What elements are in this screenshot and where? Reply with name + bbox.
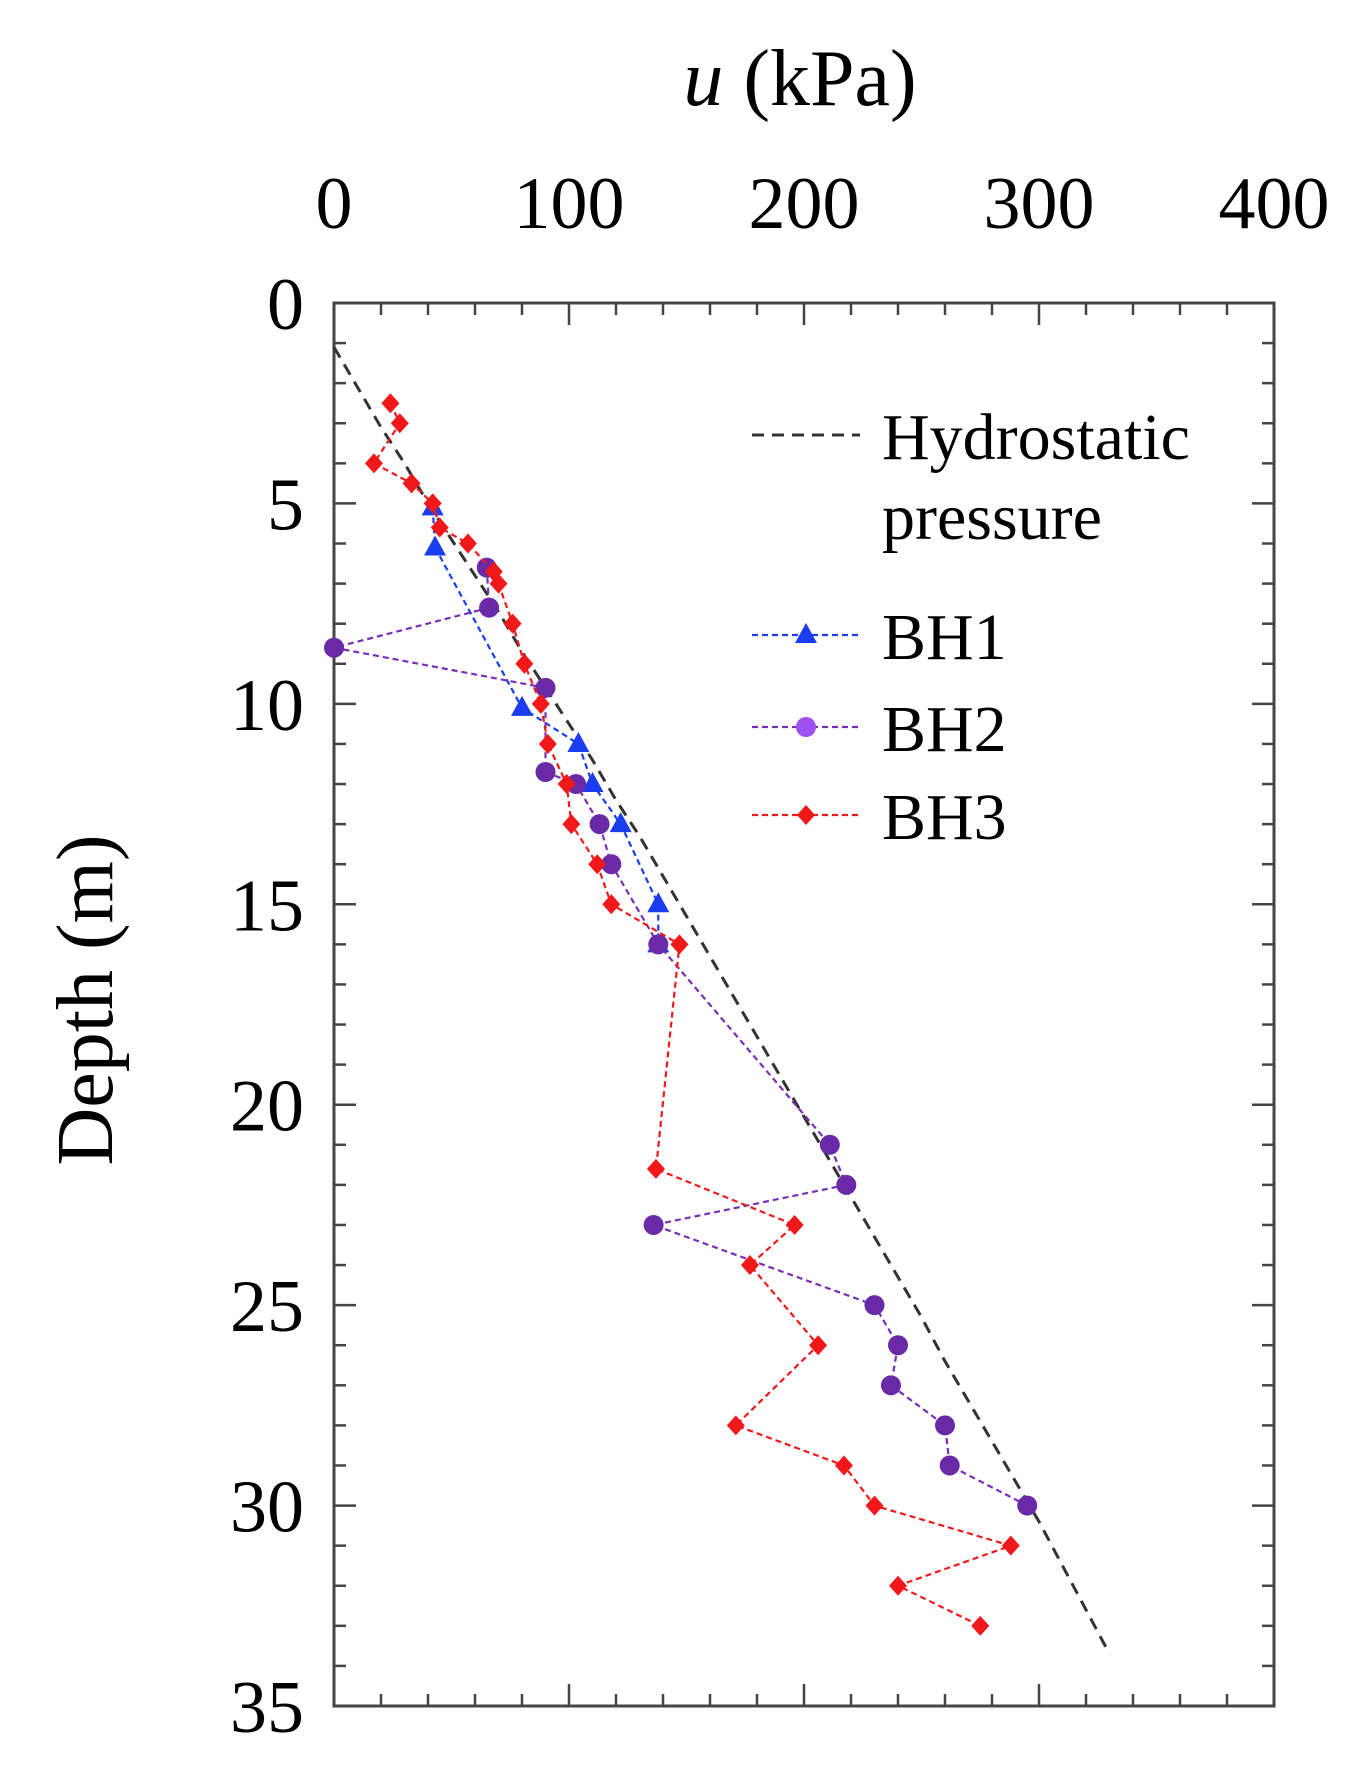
x-tick-label: 0 bbox=[316, 163, 353, 245]
data-point-bh2 bbox=[479, 597, 500, 618]
data-point-bh2 bbox=[1017, 1495, 1038, 1516]
data-point-bh2 bbox=[535, 762, 556, 783]
data-point-bh3 bbox=[423, 493, 442, 514]
data-point-bh3 bbox=[646, 1158, 665, 1179]
data-point-bh1 bbox=[609, 812, 632, 833]
y-tick-label: 25 bbox=[230, 1266, 304, 1348]
series-bh2 bbox=[324, 557, 1038, 1516]
data-point-bh2 bbox=[880, 1375, 901, 1396]
y-tick-label: 35 bbox=[230, 1667, 304, 1749]
data-point-bh3 bbox=[865, 1495, 884, 1516]
data-point-bh3 bbox=[531, 693, 550, 714]
data-point-bh1 bbox=[647, 892, 670, 913]
y-tick-label: 0 bbox=[267, 264, 304, 346]
data-point-bh2 bbox=[836, 1174, 857, 1195]
y-tick-label: 30 bbox=[230, 1467, 304, 1549]
legend-marker-bh2 bbox=[796, 717, 816, 737]
x-tick-label: 400 bbox=[1219, 163, 1330, 245]
data-point-bh3 bbox=[381, 393, 400, 414]
data-point-bh1 bbox=[567, 731, 590, 752]
x-axis-unit: (kPa) bbox=[723, 35, 916, 123]
data-point-bh3 bbox=[971, 1615, 990, 1636]
legend-item-bh3: BH3 bbox=[752, 781, 1007, 854]
series-line-bh1 bbox=[431, 507, 660, 945]
data-point-bh3 bbox=[740, 1255, 759, 1276]
data-point-bh1 bbox=[581, 772, 604, 793]
series-line-bh3 bbox=[372, 402, 1015, 1627]
x-tick-label: 200 bbox=[749, 163, 860, 245]
data-point-bh2 bbox=[888, 1335, 908, 1356]
data-point-bh3 bbox=[809, 1335, 828, 1356]
data-point-bh1 bbox=[511, 695, 533, 716]
data-point-bh3 bbox=[602, 894, 621, 915]
data-point-bh3 bbox=[515, 653, 534, 674]
series-line-hydrostatic bbox=[332, 346, 1111, 1655]
data-point-bh3 bbox=[538, 733, 557, 754]
data-point-bh2 bbox=[535, 677, 556, 698]
data-point-bh3 bbox=[458, 533, 477, 554]
x-axis-variable: u bbox=[683, 35, 723, 123]
y-tick-label: 10 bbox=[230, 665, 304, 747]
series-bh3 bbox=[364, 393, 1020, 1636]
data-point-bh2 bbox=[935, 1415, 955, 1436]
legend-label-bh1: BH1 bbox=[882, 601, 1007, 674]
data-point-bh3 bbox=[364, 453, 383, 474]
data-point-bh1 bbox=[424, 535, 447, 556]
data-point-bh3 bbox=[834, 1455, 853, 1476]
legend-label-hydrostatic-line2: pressure bbox=[882, 481, 1102, 554]
data-point-bh3 bbox=[402, 473, 421, 494]
legend-item-bh2: BH2 bbox=[752, 693, 1007, 766]
y-axis-title: Depth (m) bbox=[42, 834, 130, 1165]
data-point-bh3 bbox=[562, 814, 581, 835]
x-axis-title: u (kPa) bbox=[683, 35, 916, 123]
data-point-bh3 bbox=[588, 854, 607, 875]
plot-frame bbox=[332, 301, 1276, 1708]
data-point-bh2 bbox=[648, 934, 669, 955]
data-point-bh3 bbox=[1001, 1535, 1020, 1556]
data-point-bh2 bbox=[589, 814, 610, 835]
data-point-bh3 bbox=[726, 1415, 745, 1436]
legend-label-bh3: BH3 bbox=[882, 781, 1007, 854]
legend-marker-bh1 bbox=[795, 623, 817, 643]
legend-label-hydrostatic: Hydrostatic bbox=[882, 401, 1190, 474]
data-point-bh2 bbox=[864, 1295, 885, 1316]
y-tick-label: 5 bbox=[267, 464, 304, 546]
data-point-bh2 bbox=[643, 1214, 664, 1235]
legend-item-bh1: BH1 bbox=[752, 601, 1007, 674]
data-point-bh3 bbox=[390, 413, 409, 434]
data-point-bh2 bbox=[601, 854, 622, 875]
data-point-bh2 bbox=[939, 1455, 960, 1476]
data-point-bh2 bbox=[819, 1134, 840, 1155]
data-point-bh3 bbox=[889, 1575, 907, 1596]
x-tick-label: 100 bbox=[514, 163, 625, 245]
data-point-bh3 bbox=[430, 517, 449, 538]
series-hydrostatic bbox=[332, 346, 1111, 1655]
y-tick-label: 20 bbox=[230, 1066, 304, 1148]
data-point-bh3 bbox=[503, 613, 522, 634]
x-tick-label: 300 bbox=[984, 163, 1095, 245]
data-point-bh2 bbox=[324, 637, 344, 658]
y-tick-label: 15 bbox=[230, 865, 304, 947]
data-point-bh3 bbox=[670, 934, 689, 955]
data-point-bh3 bbox=[557, 774, 576, 795]
legend-label-bh2: BH2 bbox=[882, 693, 1007, 766]
legend-marker-bh3 bbox=[797, 805, 815, 825]
data-point-bh3 bbox=[785, 1214, 804, 1235]
series-line-bh2 bbox=[333, 567, 1028, 1507]
data-point-bh3 bbox=[489, 573, 508, 594]
